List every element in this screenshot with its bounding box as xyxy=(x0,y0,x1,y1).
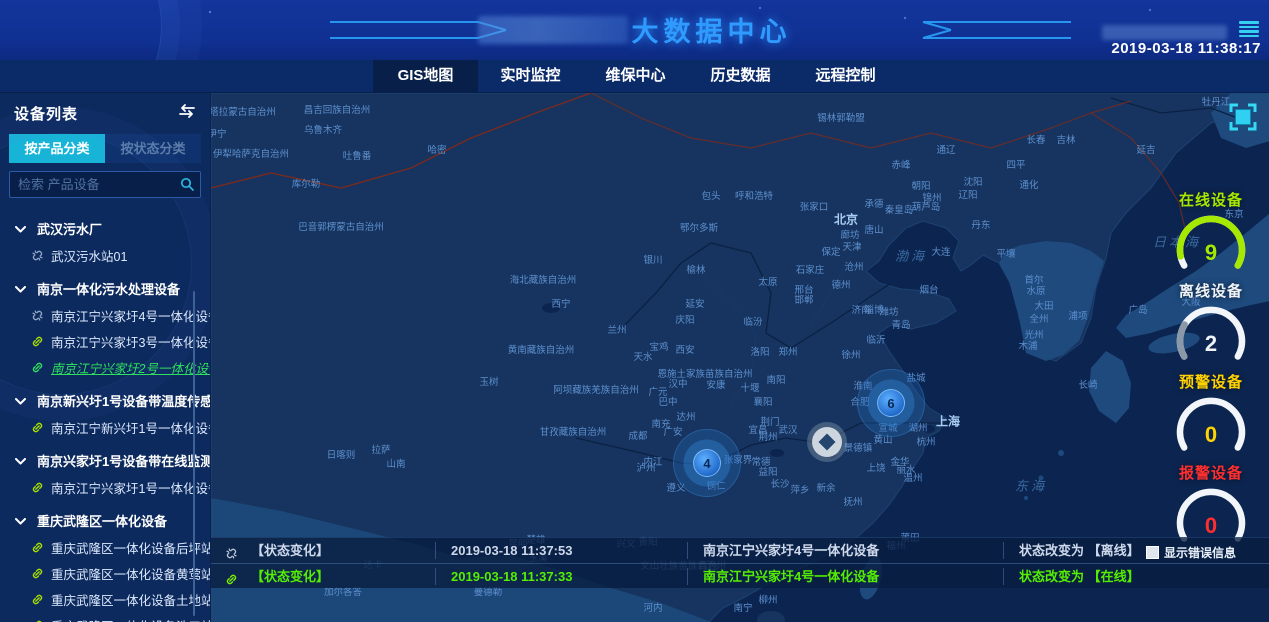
chevron-down-icon xyxy=(15,281,26,296)
main-nav: GIS地图实时监控维保中心历史数据远程控制 xyxy=(0,60,1269,93)
page-title: 大数据中心 xyxy=(478,10,792,49)
link-icon xyxy=(31,421,44,434)
link-icon xyxy=(31,481,44,494)
tree-item-label: 武汉污水站01 xyxy=(51,246,127,265)
tree-item-label: 南京江宁兴家圩3号一体化设备 xyxy=(51,332,211,351)
tree-item[interactable]: 重庆武隆区一体化设备黄莺站 xyxy=(0,560,210,586)
tree-item-label: 南京江宁新兴圩1号一体化设备 xyxy=(51,418,211,437)
redacted-area xyxy=(1102,25,1227,40)
status-row: 【状态变化】 2019-03-18 11:37:53 南京江宁兴家圩4号一体化设备 状… xyxy=(211,538,1269,564)
tree-item-label: 南京江宁兴家圩1号一体化设备 xyxy=(51,478,211,497)
tree-item-label: 重庆武隆区一体化设备土地站 xyxy=(51,590,211,609)
tree-item[interactable]: 南京江宁兴家圩3号一体化设备 xyxy=(0,328,210,354)
chevron-down-icon xyxy=(15,513,26,528)
link-icon xyxy=(31,541,44,554)
link-icon xyxy=(31,619,44,622)
sidebar-scrollbar[interactable] xyxy=(193,291,195,616)
nav-tab-5[interactable]: 远程控制 xyxy=(793,60,898,92)
app-title-text: 大数据中心 xyxy=(632,10,792,49)
status-message: 状态改变为 【在线】 xyxy=(1019,564,1140,589)
map-station-marker[interactable] xyxy=(812,427,842,457)
tab-by-status[interactable]: 按状态分类 xyxy=(105,134,201,163)
status-tag: 【状态变化】 xyxy=(251,564,329,589)
show-error-checkbox[interactable]: 显示错误信息 xyxy=(1146,544,1236,561)
fullscreen-icon[interactable] xyxy=(1229,103,1257,136)
tree-group[interactable]: 南京新兴圩1号设备带温度传感器 xyxy=(0,387,210,414)
tree-group-label: 南京新兴圩1号设备带温度传感器 xyxy=(37,391,211,410)
map-cluster-marker[interactable]: 6 xyxy=(856,368,926,438)
tree-group-label: 南京一体化污水处理设备 xyxy=(37,279,180,298)
sidebar-tabs: 按产品分类 按状态分类 xyxy=(9,134,201,163)
cluster-count: 4 xyxy=(703,456,710,471)
nav-tab-3[interactable]: 维保中心 xyxy=(583,60,688,92)
status-row: 【状态变化】 2019-03-18 11:37:33 南京江宁兴家圩4号一体化设备 状… xyxy=(211,564,1269,589)
nav-tabs: GIS地图实时监控维保中心历史数据远程控制 xyxy=(373,60,898,92)
nav-tab-4[interactable]: 历史数据 xyxy=(688,60,793,92)
tree-item[interactable]: 武汉污水站01 xyxy=(0,242,210,268)
tree-item-label: 重庆武隆区一体化设备浩口站 xyxy=(51,616,211,622)
cluster-count: 6 xyxy=(887,396,894,411)
search-icon[interactable] xyxy=(180,177,194,196)
tree-item-label: 重庆武隆区一体化设备黄莺站 xyxy=(51,564,211,583)
link-icon xyxy=(31,335,44,348)
nav-tab-2[interactable]: 实时监控 xyxy=(478,60,583,92)
redacted-title-prefix xyxy=(478,16,628,44)
tree-item[interactable]: 重庆武隆区一体化设备后坪站 xyxy=(0,534,210,560)
link-icon xyxy=(31,361,44,374)
header-datetime: 2019-03-18 11:38:17 xyxy=(1111,40,1261,57)
gis-map[interactable]: 博尔塔拉蒙古自治州伊宁伊犁哈萨克自治州昌吉回族自治州乌鲁木齐吐鲁番哈密库尔勒巴音… xyxy=(211,93,1269,622)
search-input[interactable] xyxy=(9,171,201,198)
tree-group-label: 南京兴家圩1号设备带在线监测 xyxy=(37,451,211,470)
checkbox-icon[interactable] xyxy=(1146,546,1159,559)
status-time: 2019-03-18 11:37:53 xyxy=(451,538,572,563)
status-tag: 【状态变化】 xyxy=(251,538,329,563)
link-icon xyxy=(225,569,238,594)
tree-item[interactable]: 南京江宁兴家圩2号一体化设备 xyxy=(0,354,210,380)
tree-item-label: 重庆武隆区一体化设备后坪站 xyxy=(51,538,211,557)
tree-group[interactable]: 南京兴家圩1号设备带在线监测 xyxy=(0,447,210,474)
app-header: 大数据中心 2019-03-18 11:38:17 xyxy=(0,0,1269,60)
broken-link-icon xyxy=(31,309,44,322)
checkbox-label: 显示错误信息 xyxy=(1164,544,1236,561)
chevron-down-icon xyxy=(15,221,26,236)
list-menu-icon[interactable] xyxy=(1239,21,1259,37)
device-tree: 武汉污水厂武汉污水站01 南京一体化污水处理设备南京江宁兴家圩4号一体化设备南京江… xyxy=(0,202,210,622)
tree-group-label: 武汉污水厂 xyxy=(37,219,102,238)
tree-group[interactable]: 南京一体化污水处理设备 xyxy=(0,275,210,302)
broken-link-icon xyxy=(31,249,44,262)
status-device[interactable]: 南京江宁兴家圩4号一体化设备 xyxy=(703,564,879,589)
sidebar-title: 设备列表 xyxy=(14,103,78,124)
link-icon xyxy=(31,593,44,606)
status-time: 2019-03-18 11:37:33 xyxy=(451,564,572,589)
chevron-down-icon xyxy=(15,453,26,468)
tree-item[interactable]: 重庆武隆区一体化设备土地站 xyxy=(0,586,210,612)
tree-item[interactable]: 南京江宁新兴圩1号一体化设备 xyxy=(0,414,210,440)
tree-group[interactable]: 武汉污水厂 xyxy=(0,215,210,242)
map-cluster-marker[interactable]: 4 xyxy=(672,428,742,498)
chevron-down-icon xyxy=(15,393,26,408)
tree-group[interactable]: 重庆武隆区一体化设备 xyxy=(0,507,210,534)
tree-group-label: 重庆武隆区一体化设备 xyxy=(37,511,167,530)
nav-tab-1[interactable]: GIS地图 xyxy=(373,60,478,92)
tree-item-label: 南京江宁兴家圩4号一体化设备 xyxy=(51,306,211,325)
tab-by-product[interactable]: 按产品分类 xyxy=(9,134,105,163)
status-device[interactable]: 南京江宁兴家圩4号一体化设备 xyxy=(703,538,879,563)
tree-item-label: 南京江宁兴家圩2号一体化设备 xyxy=(51,358,211,377)
swap-arrows-icon[interactable] xyxy=(178,104,196,123)
link-icon xyxy=(31,567,44,580)
status-message: 状态改变为 【离线】 xyxy=(1019,538,1140,563)
tree-item[interactable]: 南京江宁兴家圩4号一体化设备 xyxy=(0,302,210,328)
tree-item[interactable]: 南京江宁兴家圩1号一体化设备 xyxy=(0,474,210,500)
